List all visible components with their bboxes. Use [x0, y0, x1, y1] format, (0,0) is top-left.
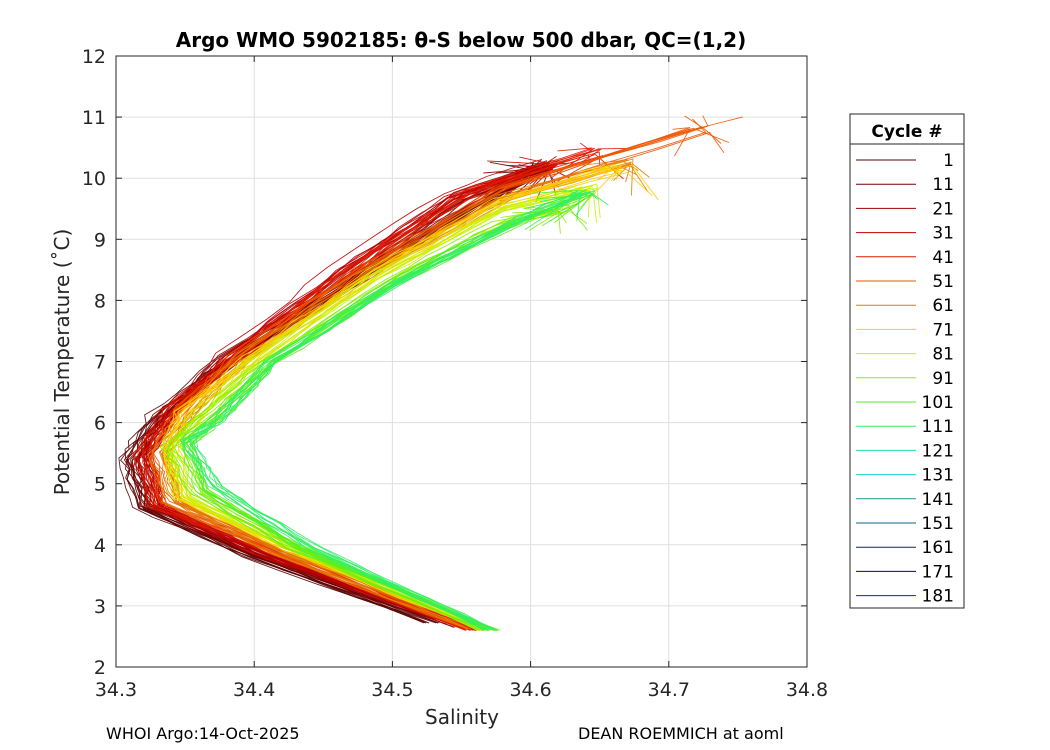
legend-label-cycle-81: 81 [932, 345, 954, 365]
profile-line-cycle-51 [148, 127, 691, 630]
profiles [118, 115, 744, 631]
legend-label-cycle-1: 1 [943, 151, 954, 171]
legend-label-cycle-61: 61 [932, 296, 954, 316]
profile-line-cycle-31 [142, 156, 549, 631]
legend-label-cycle-101: 101 [922, 393, 954, 413]
x-tick-label: 34.7 [648, 679, 690, 701]
y-tick-label: 9 [94, 229, 106, 251]
profile-line-cycle-61 [166, 161, 632, 630]
profile-line-cycle-81 [163, 186, 583, 631]
legend-label-cycle-51: 51 [932, 272, 954, 292]
x-axis-ticks: 34.3 34.4 34.5 34.6 34.7 34.8 [95, 56, 828, 701]
y-tick-label: 12 [82, 46, 106, 68]
profile-line-cycle-81 [172, 183, 601, 631]
profile-line-cycle-111 [195, 191, 597, 631]
profile-line-cycle-41 [133, 154, 591, 631]
legend-label-cycle-181: 181 [922, 587, 954, 607]
legend-box [849, 113, 965, 609]
x-axis-label: Salinity [425, 705, 499, 729]
legend-label-cycle-71: 71 [932, 320, 954, 340]
y-tick-label: 5 [94, 474, 106, 496]
y-axis-ticks: 2 3 4 5 6 7 8 9 10 11 12 [82, 46, 807, 679]
profile-line-cycle-71 [163, 168, 620, 631]
profile-line-cycle-31 [142, 155, 557, 631]
x-tick-label: 34.3 [95, 679, 137, 701]
footer-left-text: WHOI Argo:14-Oct-2025 [106, 724, 300, 743]
y-tick-label: 7 [94, 352, 106, 374]
profile-line-cycle-31 [135, 158, 543, 631]
profile-line-cycle-41 [137, 147, 593, 631]
x-tick-label: 34.5 [371, 679, 413, 701]
y-tick-label: 11 [82, 107, 106, 129]
y-tick-label: 3 [94, 596, 106, 618]
profile-line-cycle-111 [182, 190, 578, 631]
legend-label-cycle-121: 121 [922, 441, 954, 461]
profile-line-cycle-111 [183, 192, 584, 631]
x-tick-label: 34.4 [233, 679, 275, 701]
legend-label-cycle-31: 31 [932, 224, 954, 244]
x-tick-label: 34.6 [509, 679, 551, 701]
profile-line-cycle-81 [165, 186, 590, 631]
profile-line-cycle-61 [151, 160, 639, 630]
y-tick-label: 6 [94, 413, 106, 435]
profile-line-cycle-111 [189, 189, 597, 631]
legend-title: Cycle # [871, 122, 942, 142]
legend-label-cycle-111: 111 [922, 417, 954, 437]
y-tick-label: 4 [94, 535, 106, 557]
legend-label-cycle-161: 161 [922, 538, 954, 558]
legend-items: 1112131415161718191101111121131141151161… [856, 151, 954, 607]
footer-right-text: DEAN ROEMMICH at aoml [578, 724, 784, 743]
legend-label-cycle-11: 11 [932, 175, 954, 195]
chart-title: Argo WMO 5902185: θ-S below 500 dbar, QC… [176, 28, 746, 52]
profile-line-cycle-51 [151, 128, 691, 630]
legend-label-cycle-41: 41 [932, 248, 954, 268]
legend-label-cycle-91: 91 [932, 369, 954, 389]
legend-label-cycle-21: 21 [932, 199, 954, 219]
legend-label-cycle-171: 171 [922, 562, 954, 582]
legend-label-cycle-151: 151 [922, 514, 954, 534]
profile-line-cycle-91 [167, 207, 549, 631]
x-tick-label: 34.8 [786, 679, 828, 701]
legend-label-cycle-131: 131 [922, 466, 954, 486]
y-tick-label: 2 [94, 657, 106, 679]
y-tick-label: 8 [94, 290, 106, 312]
y-tick-label: 10 [82, 168, 106, 190]
y-axis-label: Potential Temperature (˚C) [50, 229, 74, 496]
legend-label-cycle-141: 141 [922, 490, 954, 510]
legend: Cycle # 11121314151617181911011111211311… [849, 113, 965, 609]
